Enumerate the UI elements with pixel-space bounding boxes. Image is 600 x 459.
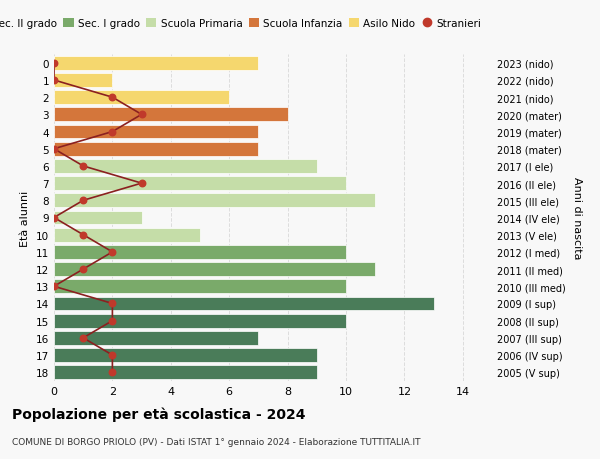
Bar xyxy=(54,280,346,293)
Point xyxy=(79,231,88,239)
Bar xyxy=(54,246,346,259)
Point xyxy=(79,266,88,273)
Bar xyxy=(54,297,434,311)
Bar xyxy=(54,57,259,71)
Bar xyxy=(54,143,259,156)
Bar xyxy=(54,74,112,88)
Bar xyxy=(54,125,259,139)
Point xyxy=(49,214,59,222)
Bar xyxy=(54,331,259,345)
Bar xyxy=(54,177,346,190)
Bar xyxy=(54,108,287,122)
Bar xyxy=(54,211,142,225)
Text: Popolazione per età scolastica - 2024: Popolazione per età scolastica - 2024 xyxy=(12,406,305,421)
Point xyxy=(79,163,88,170)
Point xyxy=(49,283,59,290)
Point xyxy=(107,317,117,325)
Point xyxy=(107,300,117,308)
Legend: Sec. II grado, Sec. I grado, Scuola Primaria, Scuola Infanzia, Asilo Nido, Stran: Sec. II grado, Sec. I grado, Scuola Prim… xyxy=(0,15,485,33)
Bar xyxy=(54,348,317,362)
Bar xyxy=(54,194,375,208)
Bar xyxy=(54,91,229,105)
Point xyxy=(49,146,59,153)
Point xyxy=(79,335,88,342)
Point xyxy=(49,60,59,67)
Y-axis label: Età alunni: Età alunni xyxy=(20,190,31,246)
Point xyxy=(137,112,146,119)
Y-axis label: Anni di nascita: Anni di nascita xyxy=(572,177,582,259)
Point xyxy=(137,180,146,187)
Point xyxy=(107,369,117,376)
Bar xyxy=(54,314,346,328)
Bar xyxy=(54,263,375,276)
Point xyxy=(49,77,59,84)
Bar xyxy=(54,365,317,379)
Point xyxy=(107,94,117,101)
Bar xyxy=(54,228,200,242)
Point xyxy=(107,352,117,359)
Point xyxy=(107,249,117,256)
Text: COMUNE DI BORGO PRIOLO (PV) - Dati ISTAT 1° gennaio 2024 - Elaborazione TUTTITAL: COMUNE DI BORGO PRIOLO (PV) - Dati ISTAT… xyxy=(12,437,421,446)
Point xyxy=(107,129,117,136)
Point xyxy=(79,197,88,205)
Bar xyxy=(54,160,317,174)
